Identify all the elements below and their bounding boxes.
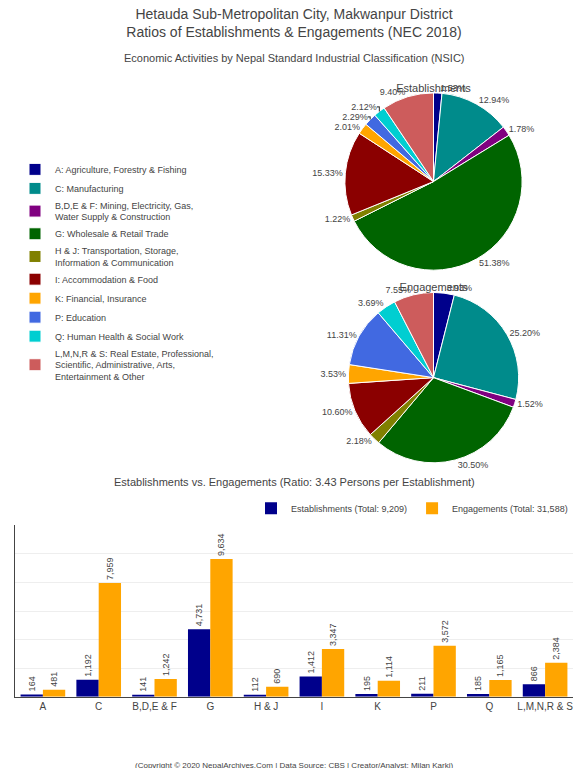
svg-text:Q: Q	[485, 701, 493, 712]
svg-text:Engagements: Engagements	[400, 281, 468, 293]
svg-text:195: 195	[362, 676, 372, 691]
svg-text:Engagements (Total: 31,588): Engagements (Total: 31,588)	[452, 504, 568, 514]
svg-text:Hetauda Sub-Metropolitan City,: Hetauda Sub-Metropolitan City, Makwanpur…	[126, 6, 461, 40]
svg-text:L,M,N,R & S: Real Estate, Prof: L,M,N,R & S: Real Estate, Professional,S…	[55, 349, 214, 382]
svg-text:(Copyright © 2020 NepalArchive: (Copyright © 2020 NepalArchives.Com | Da…	[135, 761, 454, 768]
svg-text:1,412: 1,412	[306, 651, 316, 674]
svg-text:3,347: 3,347	[328, 623, 338, 646]
svg-text:12.94%: 12.94%	[479, 95, 510, 105]
svg-text:1.78%: 1.78%	[509, 124, 535, 134]
svg-text:C: Manufacturing: C: Manufacturing	[55, 184, 124, 194]
svg-text:1,192: 1,192	[83, 654, 93, 677]
svg-text:10.60%: 10.60%	[322, 407, 353, 417]
svg-text:866: 866	[529, 666, 539, 681]
svg-text:2.29%: 2.29%	[342, 112, 368, 122]
svg-text:K: Financial, Insurance: K: Financial, Insurance	[55, 294, 147, 304]
svg-text:1.52%: 1.52%	[517, 399, 543, 409]
svg-text:Establishments vs. Engagements: Establishments vs. Engagements (Ratio: 3…	[114, 476, 475, 488]
svg-text:2.01%: 2.01%	[334, 122, 360, 132]
svg-text:9.40%: 9.40%	[380, 87, 406, 97]
svg-text:211: 211	[417, 676, 427, 690]
svg-text:P: P	[430, 701, 437, 712]
svg-text:7.55%: 7.55%	[385, 285, 411, 295]
svg-text:15.33%: 15.33%	[312, 168, 343, 178]
svg-text:L,M,N,R & S: L,M,N,R & S	[517, 701, 573, 712]
svg-text:Establishments (Total: 9,209): Establishments (Total: 9,209)	[291, 504, 407, 514]
svg-text:2.18%: 2.18%	[346, 436, 372, 446]
svg-text:G: Wholesale & Retail Trade: G: Wholesale & Retail Trade	[55, 229, 169, 239]
svg-text:25.20%: 25.20%	[509, 328, 540, 338]
svg-text:A: A	[40, 701, 47, 712]
svg-text:K: K	[374, 701, 381, 712]
svg-text:1,242: 1,242	[161, 653, 171, 676]
svg-text:A: Agriculture, Forestry & Fis: A: Agriculture, Forestry & Fishing	[55, 165, 187, 175]
svg-text:B,D,E & F: Mining, Electricity: B,D,E & F: Mining, Electricity, Gas,Wate…	[55, 201, 193, 223]
svg-text:185: 185	[473, 676, 483, 691]
svg-text:112: 112	[250, 677, 260, 691]
svg-text:2.12%: 2.12%	[351, 102, 377, 112]
svg-text:51.38%: 51.38%	[479, 258, 510, 268]
svg-text:I: I	[321, 701, 324, 712]
svg-text:1.22%: 1.22%	[325, 214, 351, 224]
svg-text:Economic Activities by Nepal S: Economic Activities by Nepal Standard In…	[124, 52, 465, 64]
svg-text:2,384: 2,384	[551, 637, 561, 660]
svg-text:4,731: 4,731	[194, 604, 204, 627]
svg-text:1,165: 1,165	[495, 655, 505, 678]
svg-text:Q: Human Health & Social Work: Q: Human Health & Social Work	[55, 332, 184, 342]
svg-text:30.50%: 30.50%	[458, 460, 489, 470]
svg-text:I: Accommodation & Food: I: Accommodation & Food	[55, 275, 158, 285]
svg-text:Establishments: Establishments	[396, 82, 471, 94]
svg-text:3.93%: 3.93%	[446, 283, 472, 293]
svg-text:C: C	[95, 701, 102, 712]
svg-text:G: G	[206, 701, 214, 712]
svg-text:481: 481	[49, 672, 59, 687]
svg-text:H & J: Transportation, Storage: H & J: Transportation, Storage,Informati…	[55, 246, 179, 268]
svg-text:690: 690	[272, 669, 282, 684]
svg-text:1,114: 1,114	[384, 656, 394, 678]
svg-text:3,572: 3,572	[440, 620, 450, 643]
svg-text:11.31%: 11.31%	[327, 330, 357, 340]
svg-text:164: 164	[27, 676, 37, 691]
svg-text:9,634: 9,634	[216, 534, 226, 557]
svg-text:7,959: 7,959	[105, 558, 115, 581]
svg-text:H & J: H & J	[254, 701, 278, 712]
svg-text:1.53%: 1.53%	[440, 83, 466, 93]
svg-text:P: Education: P: Education	[55, 313, 106, 323]
svg-text:3.53%: 3.53%	[320, 369, 346, 379]
svg-text:141: 141	[138, 677, 148, 692]
svg-text:B,D,E & F: B,D,E & F	[132, 701, 176, 712]
svg-text:3.69%: 3.69%	[358, 298, 384, 308]
